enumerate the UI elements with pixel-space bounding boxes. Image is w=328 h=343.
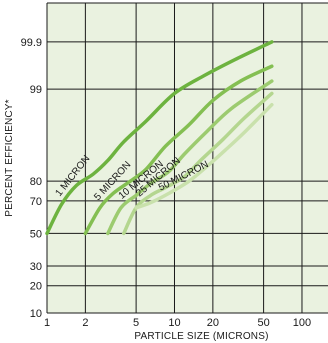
x-tick-labels: 1 2 5 10 20 50 100 xyxy=(44,317,311,329)
x-axis-title: PARTICLE SIZE (MICRONS) xyxy=(134,331,268,342)
x-tick-label: 5 xyxy=(133,317,139,329)
y-tick-label: 99 xyxy=(30,84,42,96)
series-curve-3 xyxy=(106,79,274,236)
x-tick-label: 1 xyxy=(44,317,50,329)
series-curves xyxy=(45,40,274,236)
x-tick-label: 10 xyxy=(168,317,180,329)
series-curve-2 xyxy=(83,64,274,236)
x-tick-label: 20 xyxy=(207,317,219,329)
y-tick-label: 10 xyxy=(30,308,42,320)
y-tick-label: 70 xyxy=(30,196,42,208)
plot-background xyxy=(47,3,328,313)
series-curve-4 xyxy=(122,91,274,236)
series-curve-5 xyxy=(134,102,274,210)
y-tick-label: 99.9 xyxy=(21,37,42,49)
x-tick-label: 50 xyxy=(257,317,269,329)
y-tick-labels: 10 20 30 50 70 80 99 99.9 xyxy=(21,37,42,320)
x-tick-label: 100 xyxy=(293,317,311,329)
y-tick-label: 30 xyxy=(30,261,42,273)
x-tick-label: 2 xyxy=(82,317,88,329)
y-axis-title: PERCENT EFFICIENCY* xyxy=(4,99,15,217)
y-tick-label: 80 xyxy=(30,176,42,188)
series-curve-1 xyxy=(45,40,274,236)
y-tick-label: 20 xyxy=(30,281,42,293)
grid xyxy=(46,2,328,314)
y-tick-label: 50 xyxy=(30,228,42,240)
